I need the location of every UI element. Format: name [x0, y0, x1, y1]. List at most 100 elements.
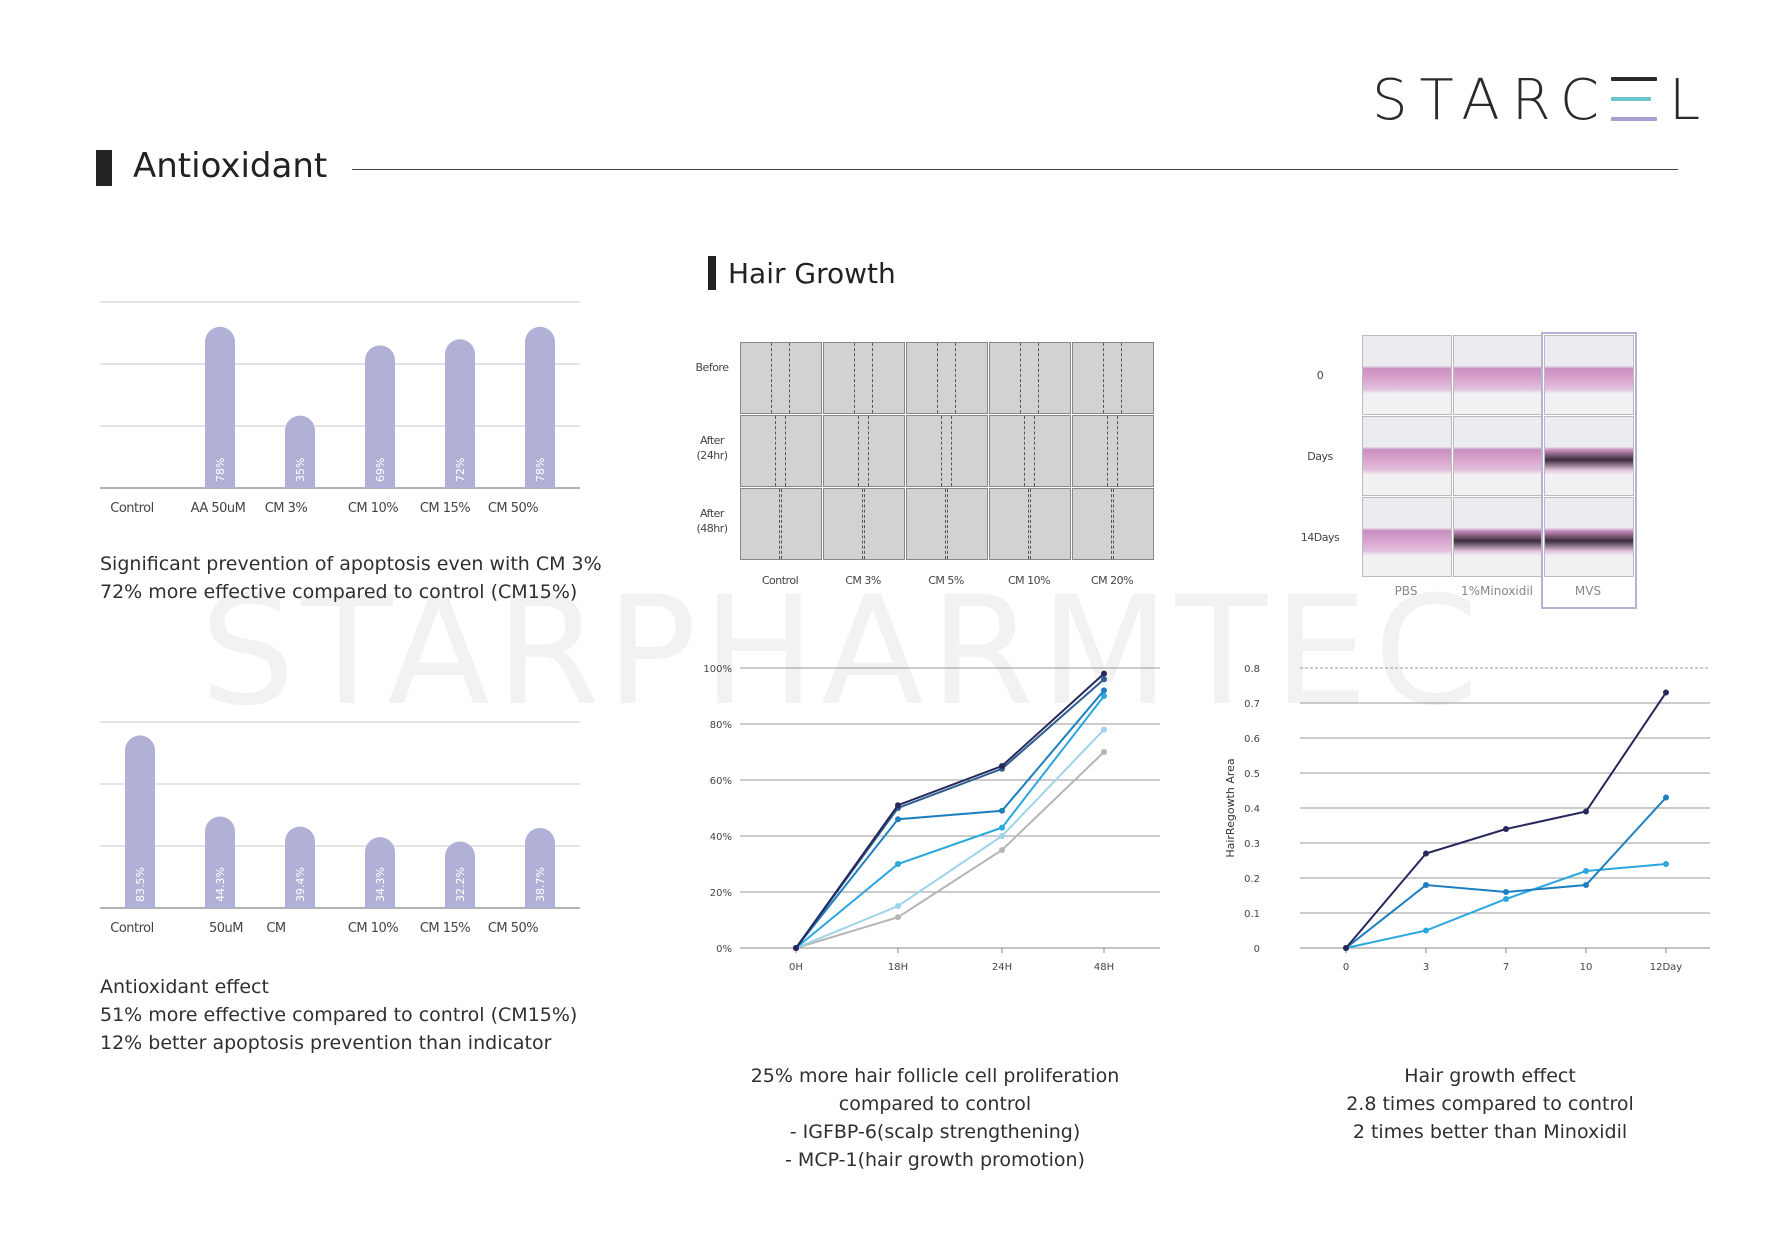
logo-e-mark: [1610, 77, 1657, 121]
bar-value-label: 38.7%: [534, 867, 547, 902]
micrograph-cell: [823, 415, 905, 487]
scratch-line: [1020, 343, 1021, 413]
bar: [205, 816, 235, 908]
section-title-antioxidant: Antioxidant: [133, 146, 328, 186]
y-tick-label: 0.1: [1244, 909, 1260, 920]
data-point: [1583, 808, 1589, 815]
histology-cell: [1362, 497, 1452, 577]
caption-line: 2 times better than Minoxidil: [1352, 1121, 1628, 1143]
bar: [125, 735, 155, 908]
y-tick-label: 80%: [710, 720, 732, 731]
column-label: CM 10%: [1007, 574, 1051, 587]
micrograph-cell: [906, 342, 988, 414]
y-tick-label: 100%: [703, 664, 732, 675]
bar-value-label: 39.4%: [294, 867, 307, 902]
column-label: Control: [761, 574, 799, 587]
data-point: [1583, 868, 1589, 874]
scratch-line: [951, 416, 952, 486]
y-tick-label: 0.2: [1244, 874, 1260, 885]
antioxidant-bar-chart-1: 78% 35% 69% 72% 78% Control AA 50uM CM 3% CM 10%…: [100, 301, 580, 516]
column-label: MVS: [1574, 584, 1602, 598]
category-label: CM 15%: [420, 921, 470, 936]
series-line: [1345, 863, 1667, 949]
bar: [525, 326, 555, 488]
growth-caption: Hair growth effect 2.8 times compared to…: [1270, 1062, 1710, 1146]
data-point: [999, 763, 1005, 769]
micrograph-cell: [989, 415, 1071, 487]
micrograph-cell: [906, 415, 988, 487]
series-line: [795, 689, 1105, 949]
chart1-caption: Significant prevention of apoptosis even…: [100, 550, 602, 606]
scratch-line: [1117, 416, 1118, 486]
scratch-line: [872, 343, 873, 413]
micrograph-cell: [989, 488, 1071, 560]
micrograph-cell: [1072, 415, 1154, 487]
x-tick-label: 18H: [888, 962, 908, 973]
caption-line: - MCP-1(hair growth promotion): [785, 1149, 1085, 1171]
data-point: [1101, 749, 1107, 755]
scratch-line: [1028, 489, 1029, 559]
row-label: 0: [1316, 369, 1324, 382]
series-line: [1345, 796, 1667, 949]
y-tick-label: 0.8: [1244, 664, 1260, 675]
micrograph-cell: [1072, 488, 1154, 560]
x-tick-label: 10: [1580, 962, 1593, 973]
row-label: Days: [1307, 450, 1333, 463]
bar-value-label: 44.3%: [214, 867, 227, 902]
data-point: [1583, 882, 1589, 888]
micrograph-cell: [989, 342, 1071, 414]
x-tick-label: 3: [1423, 962, 1429, 973]
data-point: [895, 914, 901, 921]
caption-line: 51% more effective compared to control (…: [100, 1004, 578, 1026]
column-label: CM 3%: [845, 574, 881, 587]
column-label: PBS: [1394, 584, 1418, 598]
histology-cell: [1453, 416, 1543, 496]
x-tick-label: 24H: [992, 962, 1012, 973]
category-label: 50uM: [209, 921, 243, 936]
scratch-line: [862, 489, 863, 559]
micrograph-cell: [740, 488, 822, 560]
column-label: CM 20%: [1090, 574, 1134, 587]
row-label: After (48hr): [696, 507, 728, 535]
data-point: [1423, 850, 1429, 857]
scratch-line: [789, 343, 790, 413]
proliferation-caption: 25% more hair follicle cell proliferatio…: [700, 1062, 1170, 1174]
scratch-line: [1103, 343, 1104, 413]
chart2-caption: Antioxidant effect 51% more effective co…: [100, 973, 577, 1057]
section-title-hair-growth: Hair Growth: [728, 257, 896, 290]
scratch-line: [779, 489, 780, 559]
scratch-line: [1038, 343, 1039, 413]
series-line: [795, 751, 1105, 949]
data-point: [1101, 676, 1107, 683]
micrograph-cell: [823, 488, 905, 560]
category-label: Control: [110, 501, 154, 516]
watermark: STARPHARMTEC: [200, 565, 1485, 739]
scratch-line: [1121, 343, 1122, 413]
series-line: [795, 672, 1105, 949]
row-label: Before: [695, 361, 729, 374]
scratch-line: [864, 489, 865, 559]
scratch-line: [775, 416, 776, 486]
column-label: CM 5%: [928, 574, 964, 587]
data-point: [1503, 889, 1509, 895]
x-tick-label: 48H: [1094, 962, 1114, 973]
scratch-line: [1111, 489, 1112, 559]
data-point: [1503, 896, 1509, 902]
caption-line: Significant prevention of apoptosis even…: [100, 553, 602, 575]
y-axis-label: HairRegowth Area: [1224, 758, 1237, 857]
bar-value-label: 32.2%: [454, 867, 467, 902]
y-tick-label: 0.5: [1244, 769, 1260, 780]
series-line: [795, 728, 1105, 949]
bar-value-label: 72%: [454, 458, 467, 482]
data-point: [895, 861, 901, 867]
scratch-line: [941, 416, 942, 486]
hair-regrowth-line-chart: 0 0.1 0.2 0.3 0.4 0.5 0.6 0.7 0.8 0 3 7 10 12Day HairR…: [1224, 664, 1710, 973]
scratch-line: [955, 343, 956, 413]
highlight-frame: [1541, 332, 1637, 609]
scratch-line: [1024, 416, 1025, 486]
micrograph-cell: [740, 415, 822, 487]
x-tick-label: 0H: [789, 962, 803, 973]
proliferation-line-chart: 0%20%40%60%80%100%0H18H24H48HContCM 2%CM…: [703, 664, 1160, 973]
category-label: Control: [110, 921, 154, 936]
series-line: [795, 678, 1105, 949]
